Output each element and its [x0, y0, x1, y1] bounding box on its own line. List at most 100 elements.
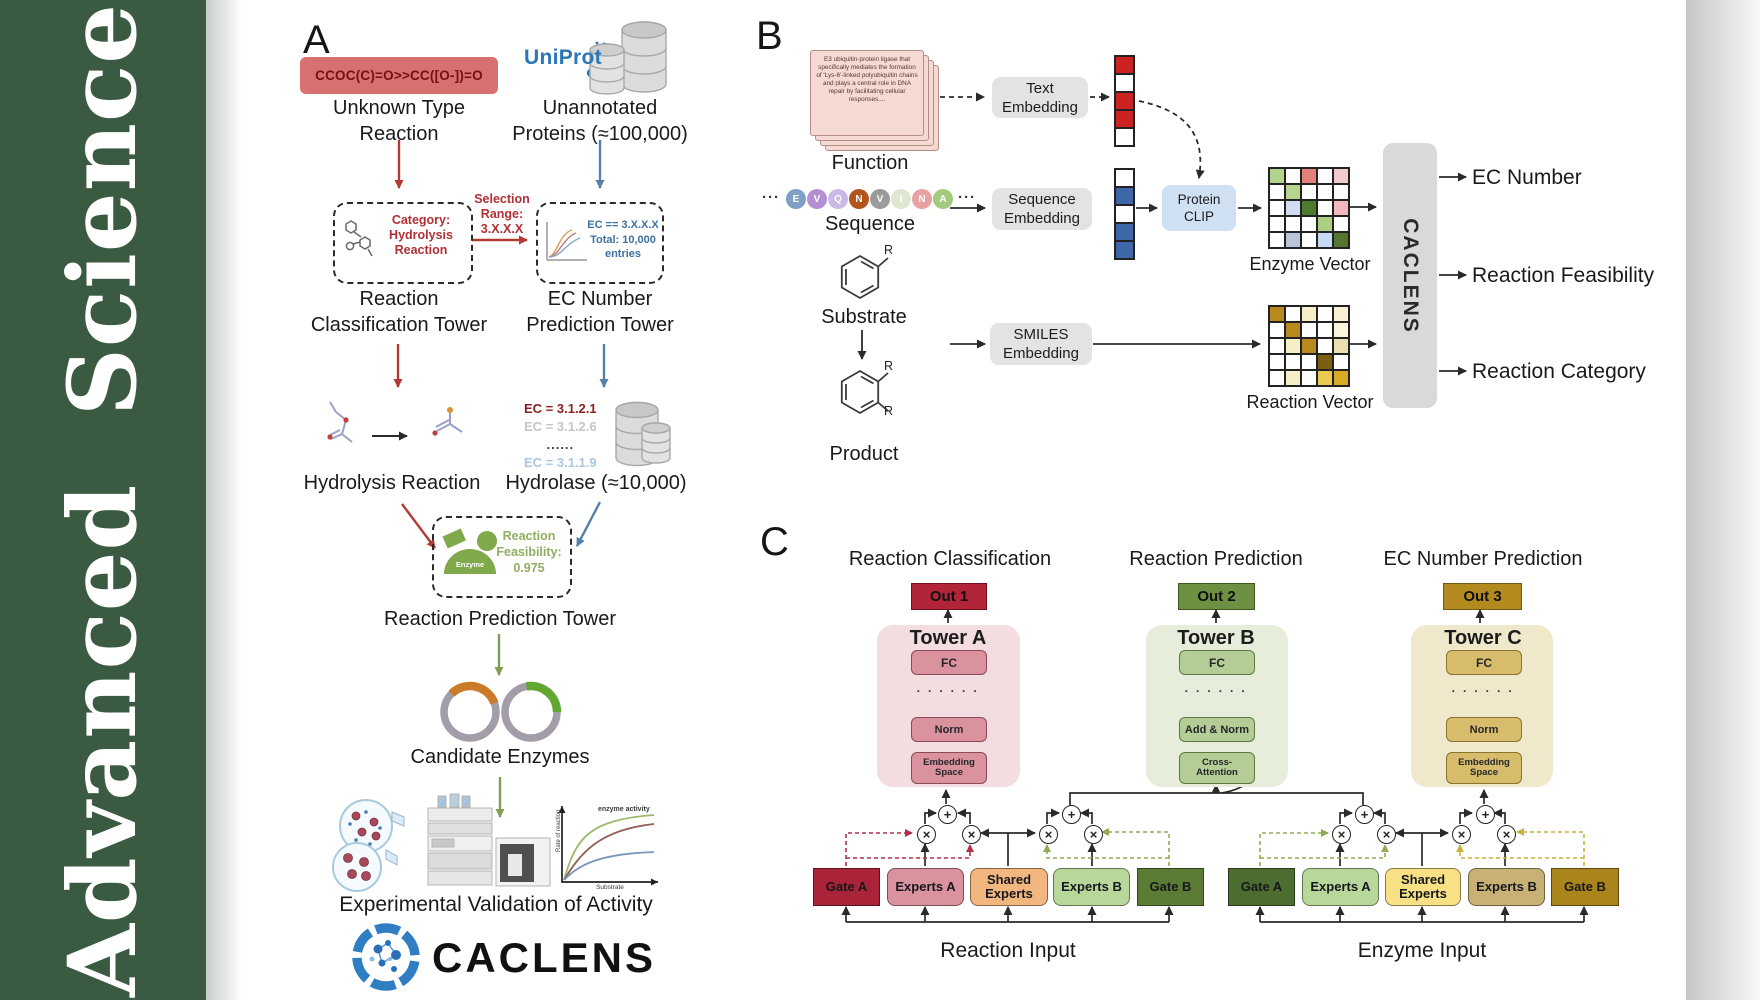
- panel-c-label: C: [760, 520, 789, 564]
- product-label: Product: [829, 443, 899, 465]
- ester-molecule-icon: [327, 401, 353, 443]
- enzyme-shared-experts-box: Shared Experts: [1385, 868, 1461, 906]
- banner-fade: [206, 0, 242, 1000]
- residue-circle: Q: [828, 189, 848, 209]
- tower-a-dots: · · · · · ·: [916, 684, 980, 698]
- caclens-logo-text: CACLENS: [432, 934, 657, 981]
- tower-a-embedding-box: Embedding Space: [911, 752, 987, 784]
- kinetics-plot-icon: [558, 806, 658, 886]
- sequence-ellipsis-right: ···: [958, 189, 976, 206]
- out1-box: Out 1: [911, 583, 987, 610]
- enzyme-input-label: Enzyme Input: [1357, 939, 1487, 962]
- unannotated-proteins-label: Unannotated Proteins (≈100,000): [512, 97, 688, 145]
- enzyme-vector-grid: [1268, 167, 1350, 249]
- multiply-node: ×: [1084, 825, 1103, 844]
- category-hydrolysis-text: Category: Hydrolysis Reaction: [389, 213, 453, 257]
- multiply-node: ×: [962, 825, 981, 844]
- benzene-rings: [840, 254, 889, 415]
- caclens-model-box: CACLENS: [1383, 143, 1437, 408]
- residue-circle: I: [891, 189, 911, 209]
- smiles-embedding-box: SMILES Embedding: [990, 323, 1092, 365]
- multiply-node: ×: [1452, 825, 1471, 844]
- multiply-node: ×: [1377, 825, 1396, 844]
- carboxylate-molecule-icon: [432, 407, 463, 436]
- panel-b-arrows: [857, 92, 1467, 376]
- enzyme-icon-label: Enzyme: [455, 560, 485, 569]
- residue-circle: E: [786, 189, 806, 209]
- enzyme-activity-curve-label: enzyme activity: [598, 806, 650, 813]
- panel-b-label: B: [756, 14, 783, 58]
- function-card: E3 ubiquitin-protein ligase that specifi…: [810, 50, 924, 136]
- tower-c-dots: · · · · · ·: [1451, 684, 1515, 698]
- add-node: +: [1062, 805, 1081, 824]
- unknown-type-reaction-label: Unknown Type Reaction: [333, 97, 465, 145]
- tower-b-cross-attention-box: Cross- Attention: [1179, 752, 1255, 784]
- reaction-classification-box: [333, 202, 473, 284]
- reaction-vector-grid: [1268, 305, 1350, 387]
- reaction-gate-a-box: Gate A: [813, 868, 880, 906]
- out2-box: Out 2: [1178, 583, 1255, 610]
- output-reaction-feasibility: Reaction Feasibility: [1472, 264, 1655, 287]
- function-card-text: E3 ubiquitin-protein ligase that specifi…: [816, 56, 918, 103]
- sequence-label: Sequence: [824, 213, 916, 235]
- residue-circle: V: [870, 189, 890, 209]
- reaction-classification-tower-label: Reaction Classification Tower: [310, 288, 488, 336]
- reaction-prediction-tower-label: Reaction Prediction Tower: [384, 608, 616, 630]
- multiply-node: ×: [917, 825, 936, 844]
- residue-circle: A: [933, 189, 953, 209]
- enzyme-experts-b-box: Experts B: [1468, 868, 1545, 906]
- multiply-node: ×: [1039, 825, 1058, 844]
- reaction-feasibility-text: Reaction Feasibility: 0.975: [496, 529, 562, 575]
- ec-candidate-list: EC = 3.1.2.1 EC = 3.1.2.6 ...... EC = 3.…: [524, 401, 597, 470]
- tower-b-dots: · · · · · ·: [1184, 684, 1248, 698]
- add-node: +: [1355, 805, 1374, 824]
- heading-ec-number-prediction: EC Number Prediction: [1383, 548, 1583, 570]
- text-embedding-box: Text Embedding: [992, 77, 1088, 118]
- reaction-experts-a-box: Experts A: [887, 868, 964, 906]
- plot-xlabel: Substrate: [596, 884, 624, 891]
- tower-a-fc-box: FC: [911, 650, 987, 675]
- cells-icon: [332, 799, 405, 892]
- tower-c-embedding-box: Embedding Space: [1446, 752, 1522, 784]
- ec-prediction-box: [536, 202, 664, 284]
- product-r-label-top: R: [884, 359, 894, 373]
- smiles-reaction-box: CCOC(C)=O>>CC([O-])=O: [300, 57, 498, 94]
- tower-a-title: Tower A: [909, 627, 987, 649]
- enzyme-experts-a-box: Experts A: [1302, 868, 1379, 906]
- substrate-r-label: R: [884, 243, 894, 257]
- enzyme-vector-label: Enzyme Vector: [1249, 254, 1371, 274]
- caclens-logo-icon: [352, 923, 420, 991]
- candidate-enzymes-label: Candidate Enzymes: [410, 746, 590, 768]
- reaction-experts-b-box: Experts B: [1053, 868, 1130, 906]
- enzyme-gate-a-box: Gate A: [1228, 868, 1295, 906]
- reaction-input-label: Reaction Input: [940, 939, 1076, 962]
- out3-box: Out 3: [1443, 583, 1522, 610]
- tower-b-addnorm-box: Add & Norm: [1179, 717, 1255, 742]
- ec-number-prediction-tower-label: EC Number Prediction Tower: [526, 288, 674, 336]
- add-node: +: [1476, 805, 1495, 824]
- selection-range-text: Selection Range: 3.X.X.X: [474, 192, 530, 236]
- tower-b-fc-box: FC: [1179, 650, 1255, 675]
- output-ec-number: EC Number: [1472, 166, 1582, 189]
- substrate-label: Substrate: [821, 306, 907, 328]
- function-label: Function: [831, 152, 909, 174]
- tower-c-norm-box: Norm: [1446, 717, 1522, 742]
- text-embedding-vector: [1114, 55, 1135, 147]
- protein-clip-box: Protein CLIP: [1162, 185, 1236, 231]
- experimental-validation-label: Experimental Validation of Activity: [339, 893, 653, 916]
- panel-a-label: A: [303, 18, 330, 62]
- multiply-node: ×: [1332, 825, 1351, 844]
- residue-circle: N: [849, 189, 869, 209]
- tower-c-title: Tower C: [1444, 627, 1522, 649]
- hplc-machine-icon: [427, 793, 551, 887]
- residue-circle: V: [807, 189, 827, 209]
- heading-reaction-classification: Reaction Classification: [848, 548, 1052, 570]
- tower-b-title: Tower B: [1177, 627, 1255, 649]
- tower-a-norm-box: Norm: [911, 717, 987, 742]
- product-r-label-bottom: R: [884, 404, 894, 418]
- journal-title: Advanced Science: [48, 2, 159, 998]
- output-reaction-category: Reaction Category: [1472, 360, 1646, 383]
- smiles-string: CCOC(C)=O>>CC([O-])=O: [315, 68, 483, 83]
- reaction-gate-b-box: Gate B: [1137, 868, 1204, 906]
